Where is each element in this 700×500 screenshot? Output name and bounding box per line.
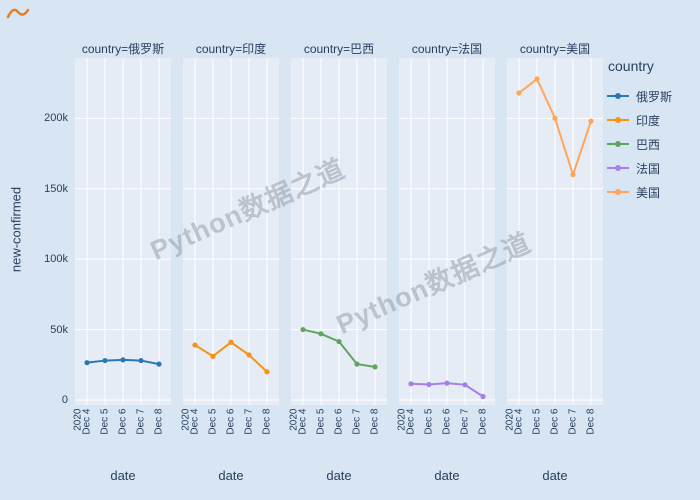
- x-tick-label: Dec 7: [567, 408, 579, 435]
- legend-item-usa[interactable]: 美国: [606, 180, 698, 204]
- legend-line-marker: [607, 165, 629, 171]
- x-tick-label: Dec 4: [297, 408, 309, 435]
- x-tick-label: Dec 7: [135, 408, 147, 435]
- y-tick-label: 100k: [44, 253, 68, 266]
- x-tick-label: Dec 8: [261, 408, 273, 435]
- x-tick-label: Dec 4: [189, 408, 201, 435]
- x-tick-label: Dec 5: [531, 408, 543, 435]
- facet-title-france: country=法国: [411, 42, 483, 56]
- y-tick-label: 0: [61, 394, 68, 406]
- logo-icon: [6, 4, 30, 22]
- facet-panel-india[interactable]: [183, 58, 279, 405]
- line-plot-brazil[interactable]: [291, 58, 387, 405]
- legend-line-marker: [607, 189, 629, 195]
- x-tick-label: Dec 6: [333, 408, 345, 435]
- x-tick-label: Dec 5: [207, 408, 219, 435]
- legend-item-france[interactable]: 法国: [606, 156, 698, 180]
- x-axis-title: date: [110, 468, 136, 483]
- x-tick-label: Dec 7: [243, 408, 255, 435]
- legend-line-marker: [607, 117, 629, 123]
- x-tick-label: Dec 6: [225, 408, 237, 435]
- x-tick-label: Dec 5: [315, 408, 327, 435]
- y-tick-label: 200k: [44, 112, 68, 125]
- x-tick-label: Dec 7: [459, 408, 471, 435]
- y-tick-label: 150k: [44, 182, 68, 195]
- x-axis-title: date: [326, 468, 352, 483]
- legend-item-label: 美国: [636, 185, 661, 200]
- legend: country 俄罗斯 印度 巴西 法国 美国: [606, 58, 698, 204]
- facet-panel-brazil[interactable]: [291, 58, 387, 405]
- facet-panel-france[interactable]: [399, 58, 495, 405]
- x-tick-label: Dec 4: [513, 408, 525, 435]
- x-tick-label: Dec 8: [369, 408, 381, 435]
- x-axis-title: date: [218, 468, 244, 483]
- legend-item-label: 印度: [636, 113, 661, 128]
- x-tick-label: Dec 5: [99, 408, 111, 435]
- x-tick-label: Dec 6: [117, 408, 129, 435]
- facet-title-russia: country=俄罗斯: [81, 42, 165, 56]
- facet-panel-russia[interactable]: [75, 58, 171, 405]
- legend-title: country: [608, 58, 654, 74]
- y-tick-label: 50k: [50, 323, 68, 336]
- legend-item-label: 巴西: [636, 137, 661, 152]
- legend-line-marker: [607, 141, 629, 147]
- x-axis-title: date: [542, 468, 568, 483]
- line-plot-russia[interactable]: [75, 58, 171, 405]
- x-tick-label: Dec 4: [405, 408, 417, 435]
- x-tick-label: Dec 4: [81, 408, 93, 435]
- x-tick-label: Dec 5: [423, 408, 435, 435]
- legend-line-marker: [607, 93, 629, 99]
- legend-item-russia[interactable]: 俄罗斯: [606, 84, 698, 108]
- legend-item-label: 法国: [636, 161, 661, 176]
- legend-item-brazil[interactable]: 巴西: [606, 132, 698, 156]
- x-tick-label: Dec 8: [585, 408, 597, 435]
- x-tick-label: Dec 6: [441, 408, 453, 435]
- x-tick-label: Dec 7: [351, 408, 363, 435]
- x-tick-label: Dec 8: [153, 408, 165, 435]
- line-plot-usa[interactable]: [507, 58, 603, 405]
- line-plot-france[interactable]: [399, 58, 495, 405]
- legend-item-label: 俄罗斯: [636, 89, 673, 104]
- y-axis-title: new-confirmed: [8, 186, 24, 273]
- facet-panel-usa[interactable]: [507, 58, 603, 405]
- x-tick-label: Dec 8: [477, 408, 489, 435]
- x-tick-label: Dec 6: [549, 408, 561, 435]
- legend-item-india[interactable]: 印度: [606, 108, 698, 132]
- facet-title-india: country=印度: [195, 42, 267, 56]
- line-plot-india[interactable]: [183, 58, 279, 405]
- x-axis-title: date: [434, 468, 460, 483]
- facet-title-brazil: country=巴西: [303, 42, 375, 56]
- facet-title-usa: country=美国: [519, 42, 591, 56]
